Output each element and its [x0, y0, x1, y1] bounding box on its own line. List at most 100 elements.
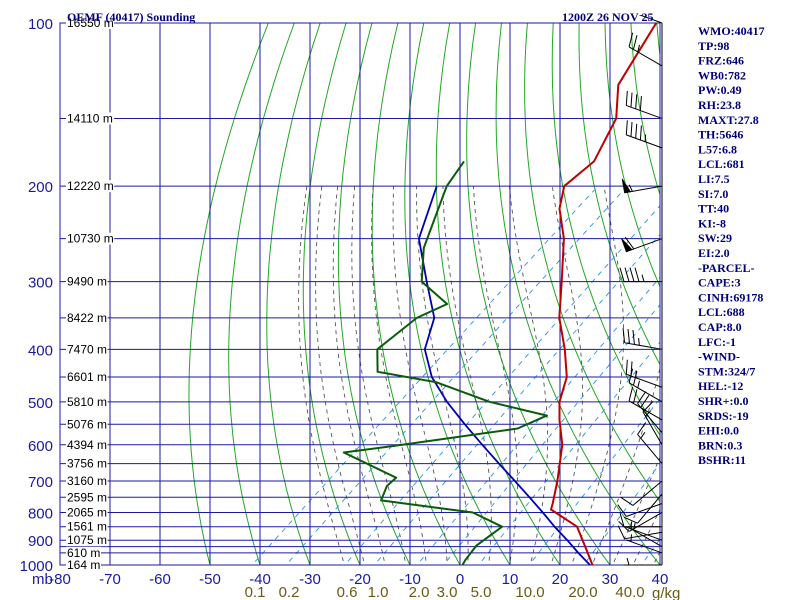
dry-adiabat — [435, 23, 561, 565]
height-label-bg — [66, 371, 108, 384]
index-value: HEL:-12 — [698, 379, 743, 393]
wind-barb — [638, 15, 663, 24]
moist-adiabat — [416, 186, 469, 565]
index-value: MAXT:27.8 — [698, 113, 759, 127]
index-value: -WIND- — [698, 350, 740, 364]
height-label-bg — [66, 520, 108, 533]
moist-adiabat — [442, 186, 492, 565]
height-label: 12220 m — [67, 179, 114, 193]
wind-barb — [621, 236, 663, 253]
height-label-bg — [66, 475, 108, 488]
height-label-bg — [66, 546, 101, 559]
temperature-tick-label: -60 — [149, 571, 171, 588]
height-label-bg — [66, 506, 108, 519]
temperature-tick-label: -20 — [349, 571, 371, 588]
unit-mb-label: mb — [32, 571, 53, 588]
pressure-tick-label: 800 — [28, 505, 53, 522]
indices-panel: WMO:40417TP:98FRZ:646WB0:782PW:0.49RH:23… — [698, 24, 765, 467]
index-value: FRZ:646 — [698, 54, 744, 68]
height-label: 7470 m — [67, 342, 107, 356]
mixing-ratio-label: 0.1 — [245, 584, 266, 600]
dry-adiabat — [495, 23, 660, 565]
dry-adiabat — [188, 23, 269, 565]
height-label-bg — [66, 17, 115, 29]
mixing-ratio-line — [478, 341, 660, 565]
moist-adiabat — [298, 186, 345, 565]
index-value: SW:29 — [698, 231, 732, 245]
height-label-bg — [66, 311, 108, 324]
height-label: 5810 m — [67, 395, 107, 409]
index-value: LCL:681 — [698, 157, 745, 171]
index-value: -PARCEL- — [698, 261, 754, 275]
moist-adiabat — [392, 186, 448, 565]
dry-adiabat — [228, 23, 295, 565]
moist-adiabat — [591, 365, 660, 565]
mixing-ratio-label: 3.0 — [437, 584, 458, 600]
mixing-ratio-line — [373, 233, 660, 565]
height-label: 5076 m — [67, 417, 107, 431]
dry-adiabat — [371, 23, 461, 565]
wind-barb — [625, 120, 663, 149]
height-label-bg — [66, 457, 108, 470]
mixing-ratio-label: 5.0 — [471, 584, 492, 600]
pressure-tick-label: 200 — [28, 179, 53, 196]
wind-barb — [625, 90, 663, 119]
wind-barb — [619, 512, 662, 528]
dry-adiabat — [302, 23, 361, 565]
mixing-ratio-line — [251, 185, 599, 565]
height-label: 10730 m — [67, 232, 114, 246]
index-value: PW:0.49 — [698, 83, 742, 97]
index-value: SI:7.0 — [698, 187, 728, 201]
time-label: 1200Z 26 NOV 25 — [562, 10, 653, 24]
dewpoint-profile-line — [342, 160, 548, 565]
height-label-bg — [66, 343, 108, 356]
height-label: 16550 m — [67, 16, 114, 30]
mixing-ratio-label: 20.0 — [568, 584, 597, 600]
temperature-tick-label: 40 — [652, 571, 669, 588]
wind-barb — [617, 525, 663, 540]
mixing-ratio-label: 0.6 — [337, 584, 358, 600]
index-value: RH:23.8 — [698, 98, 741, 112]
index-value: LFC:-1 — [698, 335, 736, 349]
height-label: 1561 m — [67, 520, 107, 534]
index-value: CAP:8.0 — [698, 320, 742, 334]
parcel-profile-line — [417, 185, 591, 565]
index-value: WMO:40417 — [698, 24, 765, 38]
pressure-tick-label: 400 — [28, 342, 53, 359]
wind-barb — [624, 557, 662, 566]
unit-gkg-label: g/kg — [652, 585, 680, 600]
index-value: KI:-8 — [698, 216, 726, 230]
index-value: WB0:782 — [698, 68, 746, 82]
height-label: 3756 m — [67, 457, 107, 471]
wind-barb — [624, 493, 663, 524]
pressure-tick-label: 600 — [28, 438, 53, 455]
temperature-tick-label: 30 — [602, 571, 619, 588]
height-label-bg — [66, 112, 115, 125]
dry-adiabat — [760, 23, 800, 577]
wind-barb — [620, 480, 663, 506]
dry-adiabat — [578, 23, 660, 366]
index-value: TT:40 — [698, 202, 729, 216]
height-label-bg — [66, 395, 108, 408]
temperature-tick-label: -10 — [399, 571, 421, 588]
index-value: CAPE:3 — [698, 276, 741, 290]
mixing-ratio-line — [344, 205, 660, 565]
height-label-bg — [66, 418, 108, 431]
pressure-tick-label: 500 — [28, 395, 53, 412]
mixing-ratio-label: 0.2 — [279, 584, 300, 600]
index-value: BRN:0.3 — [698, 438, 742, 452]
index-value: EI:2.0 — [698, 246, 730, 260]
dry-adiabat — [404, 23, 511, 565]
height-label: 4394 m — [67, 438, 107, 452]
height-label: 9490 m — [67, 275, 107, 289]
mixing-ratio-line — [416, 276, 660, 565]
dry-adiabat — [524, 23, 660, 503]
height-label: 14110 m — [67, 111, 113, 125]
mixing-ratio-line — [583, 462, 660, 565]
grid-lines — [59, 22, 661, 566]
pressure-tick-label: 1000 — [20, 558, 53, 575]
moist-adiabat — [550, 186, 583, 565]
mixing-ratio-label: 40.0 — [615, 584, 644, 600]
pressure-tick-label: 900 — [28, 533, 53, 550]
